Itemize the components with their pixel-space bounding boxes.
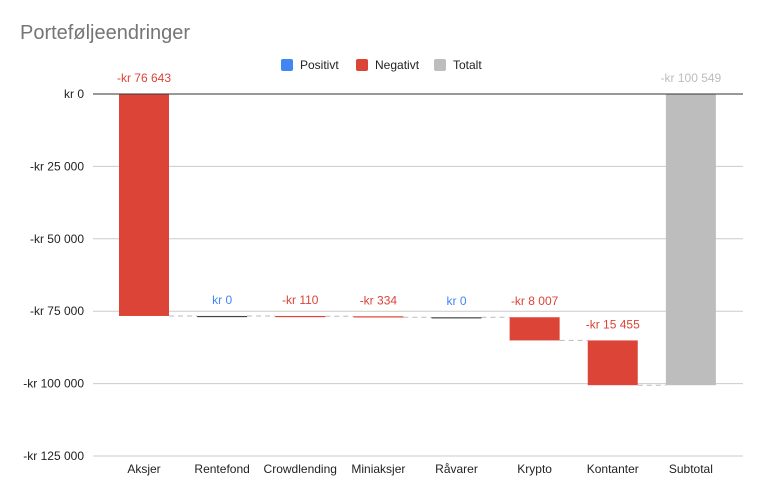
bar-crowdlending (275, 315, 326, 318)
bar-råvarer (431, 317, 482, 319)
y-tick-label: -kr 50 000 (30, 232, 84, 246)
bar-rentefond (197, 315, 248, 318)
bar-kontanter (587, 340, 638, 386)
bar-krypto (509, 317, 560, 341)
data-label: kr 0 (212, 293, 232, 307)
legend-item-positivt: Positivt (281, 58, 339, 72)
legend-swatch (281, 59, 293, 71)
y-tick-label: -kr 100 000 (23, 377, 84, 391)
data-label: -kr 8 007 (511, 294, 559, 308)
legend: Positivt Negativt Totalt (281, 58, 482, 72)
grid-lines (93, 165, 743, 457)
legend-label: Positivt (300, 58, 339, 72)
chart-title: Porteføljeendringer (20, 22, 190, 44)
y-tick-label: -kr 125 000 (23, 449, 84, 463)
x-tick-label: Råvarer (435, 462, 478, 476)
bars (119, 94, 716, 386)
y-tick-label: -kr 25 000 (30, 159, 84, 173)
legend-item-totalt: Totalt (434, 58, 482, 72)
bar-subtotal (665, 94, 716, 386)
x-tick-label: Subtotal (669, 462, 713, 476)
data-labels: -kr 76 643 kr 0 -kr 110 -kr 334 kr 0 -kr 8 00… (117, 71, 722, 331)
data-label: -kr 76 643 (117, 71, 171, 85)
x-tick-label: Krypto (517, 462, 552, 476)
y-tick-label: kr 0 (64, 87, 84, 101)
legend-swatch (356, 59, 368, 71)
data-label: -kr 15 455 (586, 317, 640, 331)
x-tick-label: Miniaksjer (351, 462, 405, 476)
y-axis: kr 0 -kr 25 000 -kr 50 000 -kr 75 000 -kr 10… (23, 87, 84, 463)
legend-swatch (434, 59, 446, 71)
data-label: kr 0 (446, 294, 466, 308)
legend-label: Negativt (375, 58, 420, 72)
data-label: -kr 334 (360, 293, 398, 307)
x-axis: Aksjer Rentefond Crowdlending Miniaksjer Råv… (127, 462, 713, 476)
bar-aksjer (119, 94, 169, 316)
legend-label: Totalt (453, 58, 482, 72)
x-tick-label: Rentefond (194, 462, 249, 476)
y-tick-label: -kr 75 000 (30, 304, 84, 318)
x-tick-label: Crowdlending (264, 462, 337, 476)
x-tick-label: Aksjer (127, 462, 160, 476)
legend-item-negativt: Negativt (356, 58, 420, 72)
data-label: -kr 100 549 (661, 71, 722, 85)
x-tick-label: Kontanter (587, 462, 639, 476)
bar-miniaksjer (353, 316, 404, 318)
connector-lines (169, 315, 666, 386)
data-label: -kr 110 (282, 293, 319, 307)
